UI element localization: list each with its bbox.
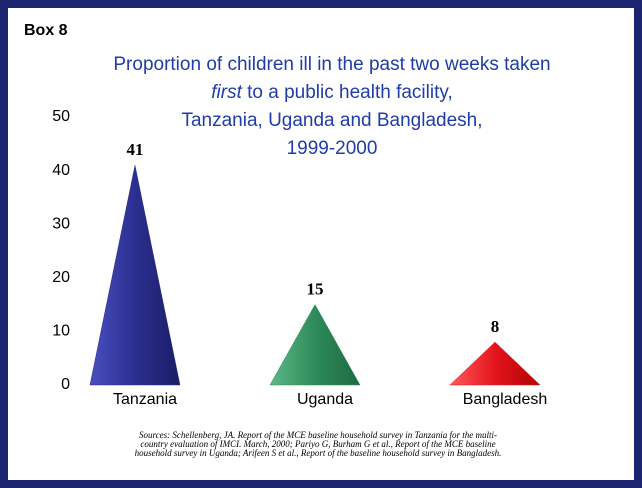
x-tick-label: Uganda (297, 391, 353, 408)
value-label: 8 (491, 317, 500, 336)
value-label: 41 (127, 140, 144, 159)
y-tick-label: 40 (52, 162, 70, 179)
y-tick-label: 0 (61, 376, 70, 393)
title-run: first (211, 82, 242, 103)
sources: household survey in Uganda; Arifeen S et… (135, 448, 502, 458)
title-run: Proportion of children ill in the past t… (113, 54, 550, 75)
sources: country evaluation of IMCI. March, 2000;… (140, 439, 495, 449)
triangle-bar (449, 341, 541, 386)
value-label: 15 (307, 280, 324, 299)
y-tick-label: 20 (52, 269, 70, 286)
y-tick-label: 50 (52, 108, 70, 125)
title-run: Tanzania, Uganda and Bangladesh, (181, 110, 482, 131)
title-run: to a public health facility, (242, 82, 453, 103)
chart-title: 1999-2000 (287, 138, 378, 159)
chart-title: first to a public health facility, (211, 82, 452, 103)
triangle-bar (89, 165, 181, 386)
title-run: 1999-2000 (287, 138, 378, 159)
x-tick-label: Tanzania (113, 391, 177, 408)
y-tick-label: 30 (52, 215, 70, 232)
chart-title: Proportion of children ill in the past t… (113, 54, 550, 75)
y-tick-label: 10 (52, 323, 70, 340)
chart-title: Tanzania, Uganda and Bangladesh, (181, 110, 482, 131)
box-label: Box 8 (24, 22, 68, 39)
triangle-bar (269, 304, 361, 386)
x-tick-label: Bangladesh (463, 391, 548, 408)
sources: Sources: Schellenberg, JA. Report of the… (139, 430, 497, 440)
